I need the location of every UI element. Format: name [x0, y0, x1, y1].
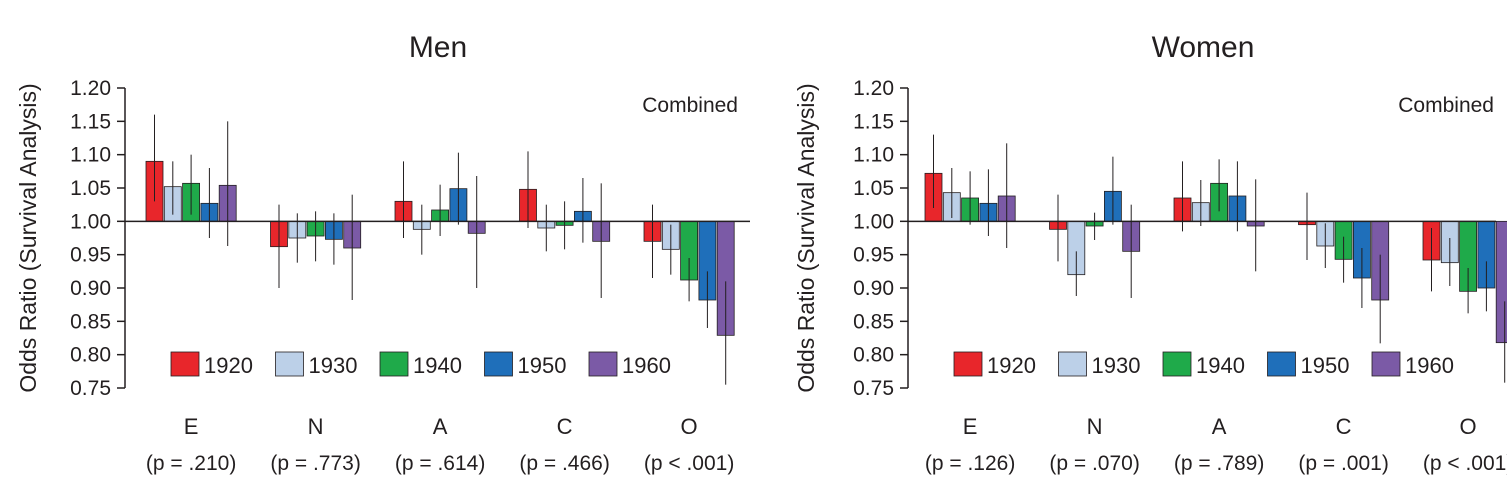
category-group-O: O (p < .001) [643, 204, 735, 475]
y-tick-label: 0.95 [70, 244, 111, 267]
legend-swatch-1940 [379, 351, 409, 377]
y-tick-label: 1.05 [853, 177, 894, 200]
legend-label: 1960 [622, 353, 671, 378]
y-tick-label: 1.05 [70, 177, 111, 200]
legend-swatch-1950 [1267, 351, 1296, 377]
chart-panel-men: Men Odds Ratio (Survival Analysis) Combine… [15, 31, 750, 475]
category-group-C: C (p = .466) [519, 151, 611, 475]
y-tick-label: 1.10 [853, 144, 894, 167]
p-value-label: (p = .210) [146, 452, 236, 475]
category-label: C [1336, 414, 1352, 439]
y-axis-label: Odds Ratio (Survival Analysis) [15, 83, 41, 392]
legend-swatch-1930 [1058, 351, 1087, 377]
legend: 1920 1930 1940 1950 1960 [170, 351, 671, 378]
p-value-label: (p = .466) [519, 452, 609, 475]
legend-label: 1940 [1196, 353, 1245, 378]
bar-1960-O [1495, 220, 1507, 344]
y-tick-label: 1.20 [853, 77, 894, 100]
y-tick-label: 1.00 [70, 210, 111, 233]
legend-swatch-1920 [953, 351, 983, 377]
legend-label: 1950 [518, 353, 567, 378]
category-group-N: N (p = .070) [1049, 156, 1141, 475]
category-label: A [1212, 414, 1227, 439]
y-tick-label: 1.15 [70, 110, 111, 133]
y-tick-label: 0.95 [853, 244, 894, 267]
p-value-label: (p = .001) [1298, 452, 1388, 475]
legend-label: 1960 [1405, 353, 1454, 378]
y-tick-label: 1.20 [70, 77, 111, 100]
y-tick-label: 1.15 [853, 110, 894, 133]
chart-panel-women: Women Odds Ratio (Survival Analysis) Combi… [793, 31, 1507, 475]
legend-swatch-1940 [1162, 351, 1192, 377]
y-tick-label: 0.75 [70, 377, 111, 400]
chart-title: Men [409, 31, 467, 64]
category-label: N [1087, 414, 1103, 439]
legend-swatch-1930 [275, 351, 304, 377]
combined-annotation: Combined [1398, 94, 1494, 117]
legend-label: 1950 [1301, 353, 1350, 378]
category-label: A [433, 414, 448, 439]
category-label: N [308, 414, 324, 439]
category-label: O [1460, 414, 1477, 439]
legend-swatch-1960 [1371, 351, 1401, 377]
category-group-E: E (p = .210) [145, 114, 237, 475]
y-tick-label: 0.85 [853, 310, 894, 333]
chart-title: Women [1152, 31, 1255, 64]
y-tick-label: 0.75 [853, 377, 894, 400]
legend-label: 1920 [204, 353, 253, 378]
p-value-label: (p = .789) [1174, 452, 1264, 475]
legend-label: 1920 [987, 353, 1036, 378]
category-label: C [557, 414, 573, 439]
legend-swatch-1960 [588, 351, 618, 377]
p-value-label: (p = .126) [925, 452, 1015, 475]
y-tick-label: 0.90 [70, 277, 111, 300]
y-tick-label: 1.10 [70, 144, 111, 167]
y-tick-label: 0.80 [853, 344, 894, 367]
p-value-label: (p = .614) [395, 452, 485, 475]
y-tick-label: 0.85 [70, 310, 111, 333]
category-label: E [963, 414, 978, 439]
legend-swatch-1950 [484, 351, 513, 377]
combined-annotation: Combined [642, 94, 738, 117]
category-label: O [681, 414, 698, 439]
category-group-A: A (p = .614) [394, 152, 486, 475]
category-group-O: O (p < .001) [1422, 220, 1507, 475]
category-group-A: A (p = .789) [1173, 159, 1265, 475]
category-group-N: N (p = .773) [270, 194, 362, 475]
p-value-label: (p = .070) [1049, 452, 1139, 475]
p-value-label: (p < .001) [644, 452, 734, 475]
y-tick-label: 0.80 [70, 344, 111, 367]
category-label: E [184, 414, 199, 439]
legend-swatch-1920 [170, 351, 200, 377]
legend-label: 1930 [1092, 353, 1141, 378]
p-value-label: (p = .773) [270, 452, 360, 475]
legend-label: 1930 [309, 353, 358, 378]
y-axis-label: Odds Ratio (Survival Analysis) [793, 83, 819, 392]
legend: 1920 1930 1940 1950 1960 [953, 351, 1454, 378]
y-tick-label: 1.00 [853, 210, 894, 233]
p-value-label: (p < .001) [1423, 452, 1507, 475]
y-tick-label: 0.90 [853, 277, 894, 300]
category-group-E: E (p = .126) [924, 134, 1016, 475]
category-group-C: C (p = .001) [1298, 192, 1390, 475]
legend-label: 1940 [413, 353, 462, 378]
